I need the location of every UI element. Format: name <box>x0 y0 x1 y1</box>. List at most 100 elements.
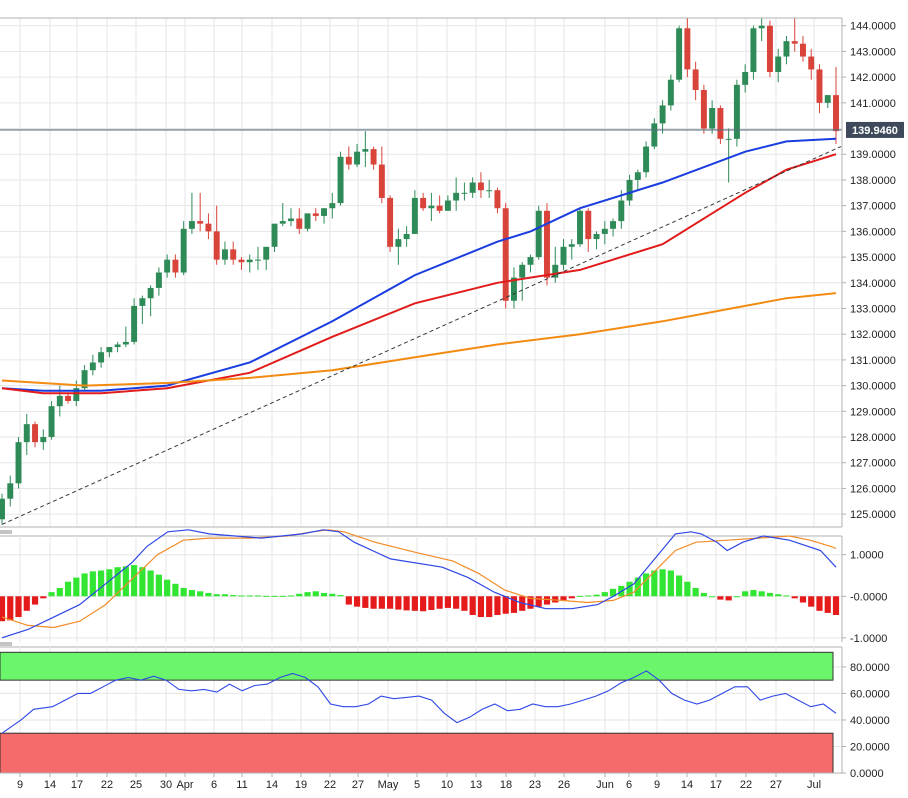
current-price-label: 139.9460 <box>852 125 898 137</box>
candle <box>164 254 171 278</box>
candle-body <box>667 79 674 106</box>
candle-body <box>114 344 121 348</box>
oversold-zone <box>0 732 834 774</box>
candle-body <box>568 244 575 247</box>
panel-resize-handle[interactable] <box>0 530 12 534</box>
candle-body <box>593 233 600 240</box>
candle <box>155 267 162 296</box>
macd-histogram-bar <box>535 596 542 607</box>
candle-body <box>362 149 369 152</box>
candle-body <box>255 259 261 261</box>
candle <box>428 192 435 222</box>
candle-body <box>626 179 633 201</box>
candle-body <box>601 228 608 234</box>
moving-average-line-3 <box>1 292 837 387</box>
macd-histogram-bar <box>436 596 443 609</box>
rsi-tick-label: 80.0000 <box>850 662 890 674</box>
candle <box>684 18 691 78</box>
candle-body <box>783 41 790 57</box>
candle-body <box>610 221 617 229</box>
macd-histogram-bar <box>799 596 807 603</box>
candle-body <box>684 28 691 70</box>
macd-histogram-bar <box>89 571 96 597</box>
candle <box>453 177 460 211</box>
x-tick-label: 19 <box>295 779 307 791</box>
candle-body <box>692 69 699 90</box>
candle <box>717 105 724 144</box>
candle <box>246 254 253 273</box>
candle-body <box>750 28 757 72</box>
candle <box>651 118 658 150</box>
macd-histogram-bar <box>81 573 88 597</box>
moving-average-line-2 <box>1 153 837 395</box>
candles <box>0 18 839 525</box>
candle <box>122 326 129 348</box>
macd-histogram-bar <box>486 596 493 618</box>
x-tick-label: Jun <box>596 779 614 791</box>
macd-histogram-bar <box>287 595 295 597</box>
candle <box>139 295 146 324</box>
macd-histogram-bar <box>139 567 146 597</box>
candle <box>527 254 534 273</box>
candle <box>263 246 270 270</box>
candle-body <box>494 190 501 209</box>
rsi-tick-label: 20.0000 <box>850 741 890 753</box>
macd-histogram-bar <box>733 596 741 598</box>
x-tick-label: 14 <box>681 779 693 791</box>
macd-tick-label: 1.0000 <box>850 550 884 562</box>
candle <box>725 128 732 183</box>
candle-body <box>81 370 88 389</box>
x-tick-label: Jul <box>807 779 821 791</box>
candle <box>213 205 220 265</box>
candle <box>288 208 294 227</box>
candle <box>808 48 815 80</box>
rsi-tick-label: 60.0000 <box>850 688 890 700</box>
candle <box>791 18 798 52</box>
candle <box>345 146 352 170</box>
panel-resize-handle[interactable] <box>0 642 12 646</box>
x-tick-label: 22 <box>324 779 336 791</box>
candle-body <box>824 95 831 103</box>
candle-body <box>436 205 443 211</box>
macd-histogram-bar <box>197 591 204 597</box>
x-tick-label: 11 <box>236 779 247 791</box>
price-tick-label: 131.0000 <box>850 355 896 367</box>
candle <box>461 182 468 201</box>
x-tick-label: 6 <box>211 779 217 791</box>
macd-histogram-bar <box>15 596 22 618</box>
macd-histogram-bar <box>230 595 237 597</box>
candle-body <box>345 156 352 165</box>
candle-body <box>799 43 806 57</box>
candle-body <box>725 138 732 140</box>
candle <box>766 20 773 78</box>
candle-body <box>717 107 724 139</box>
macd-histogram-bar <box>147 570 154 597</box>
macd-histogram-bar <box>824 596 831 613</box>
moving-average-line-1 <box>1 137 837 392</box>
candle <box>131 298 138 345</box>
macd-histogram-bar <box>477 596 485 618</box>
macd-histogram-bar <box>172 583 179 597</box>
candle <box>775 48 782 83</box>
candle-body <box>230 249 237 260</box>
x-tick-label: 17 <box>710 779 722 791</box>
macd-histogram-bar <box>180 587 187 597</box>
macd-histogram-bar <box>832 596 840 615</box>
candle <box>395 228 402 265</box>
x-tick-label: 17 <box>71 779 83 791</box>
candle <box>312 208 319 222</box>
macd-histogram-bar <box>304 592 311 597</box>
macd-histogram-bar <box>221 594 229 597</box>
candle <box>733 79 740 147</box>
macd-tick-label: -1.0000 <box>850 633 887 645</box>
macd-histogram-bar <box>626 581 633 597</box>
x-tick-label: 6 <box>626 779 632 791</box>
candle <box>89 354 96 376</box>
macd-histogram-bar <box>40 596 47 599</box>
candle <box>114 341 121 353</box>
macd-histogram-bar <box>73 577 80 597</box>
candle-body <box>643 146 650 173</box>
candle-body <box>263 246 270 260</box>
candle <box>354 143 361 168</box>
x-tick-label: 5 <box>414 779 420 791</box>
